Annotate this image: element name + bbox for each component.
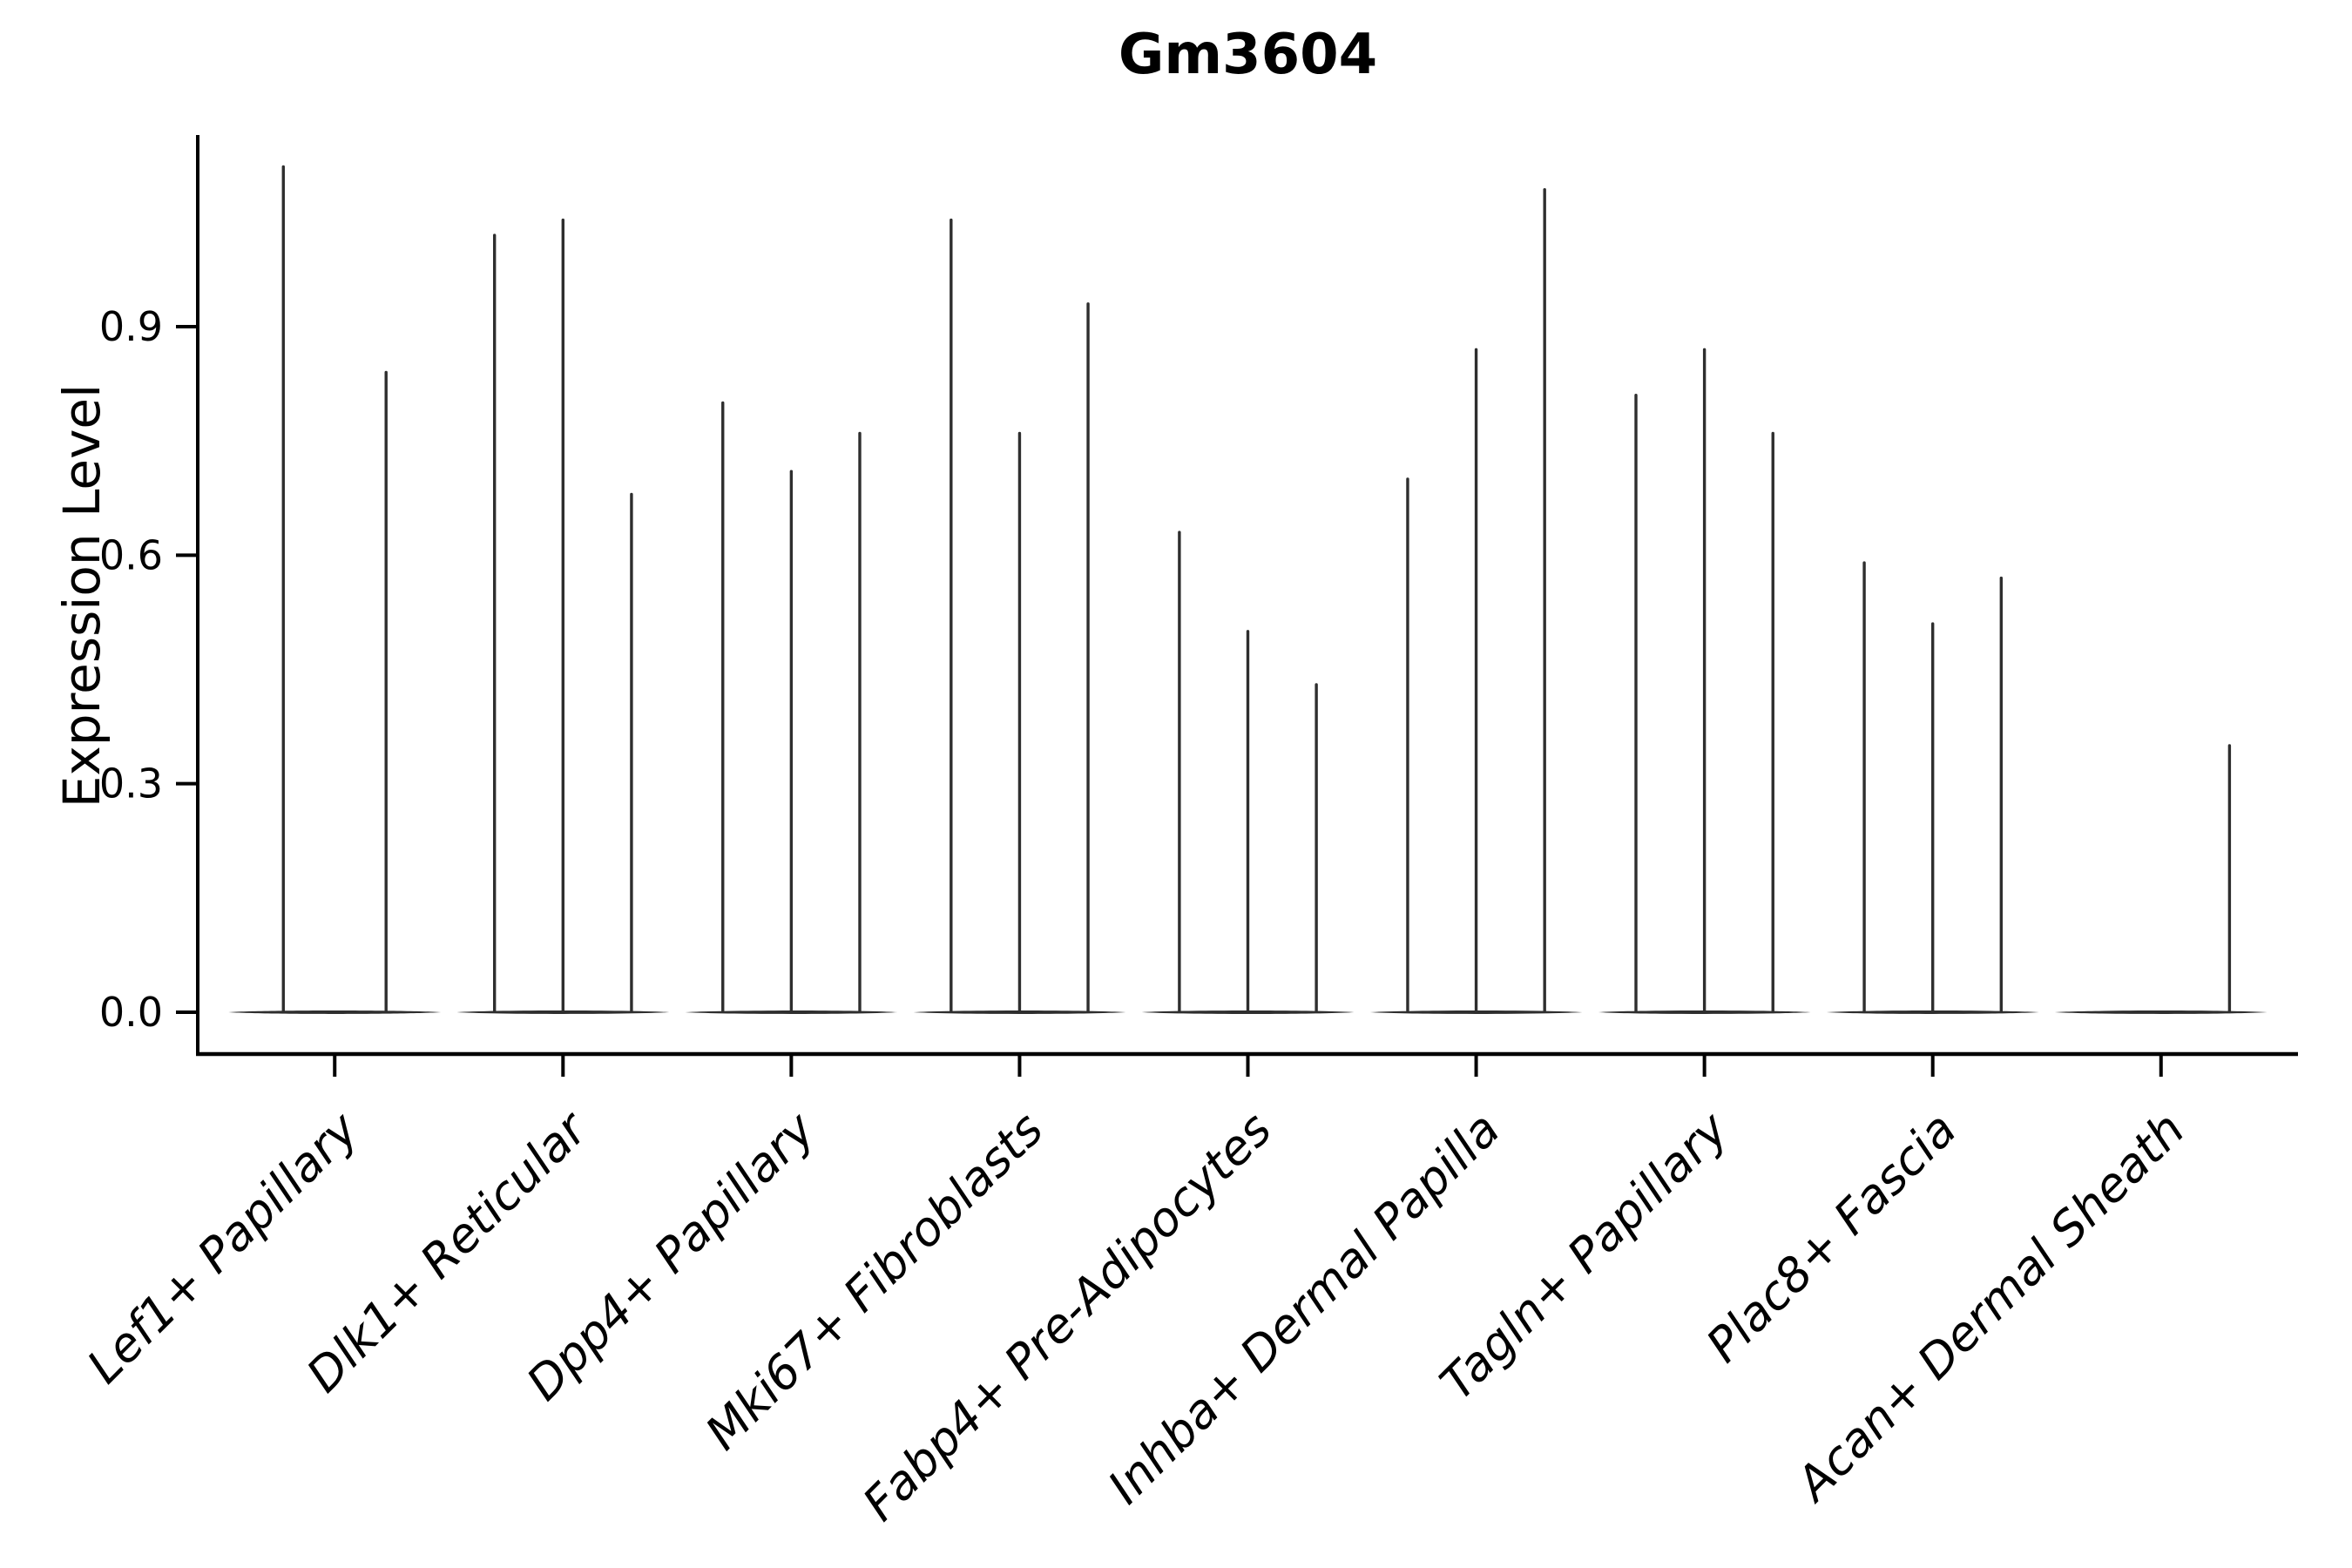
x-tick-label-5: Inhba+ Dermal Papilla: [1098, 1102, 1511, 1515]
y-tick-label-1: 0.3: [99, 760, 163, 808]
y-tick-label-0: 0.0: [99, 989, 163, 1036]
y-tick-label-2: 0.6: [99, 531, 163, 578]
violin-base-8: [2054, 1010, 2268, 1014]
x-tick-label-8: Acan+ Dermal Sheath: [1784, 1102, 2195, 1513]
violin-base-0: [228, 1010, 442, 1014]
plot-title: Gm3604: [1118, 23, 1378, 87]
x-tick-label-4: Fabp4+ Pre-Adipocytes: [852, 1102, 1281, 1531]
y-axis-label: Expression Level: [52, 383, 112, 808]
y-tick-label-3: 0.9: [99, 303, 163, 350]
